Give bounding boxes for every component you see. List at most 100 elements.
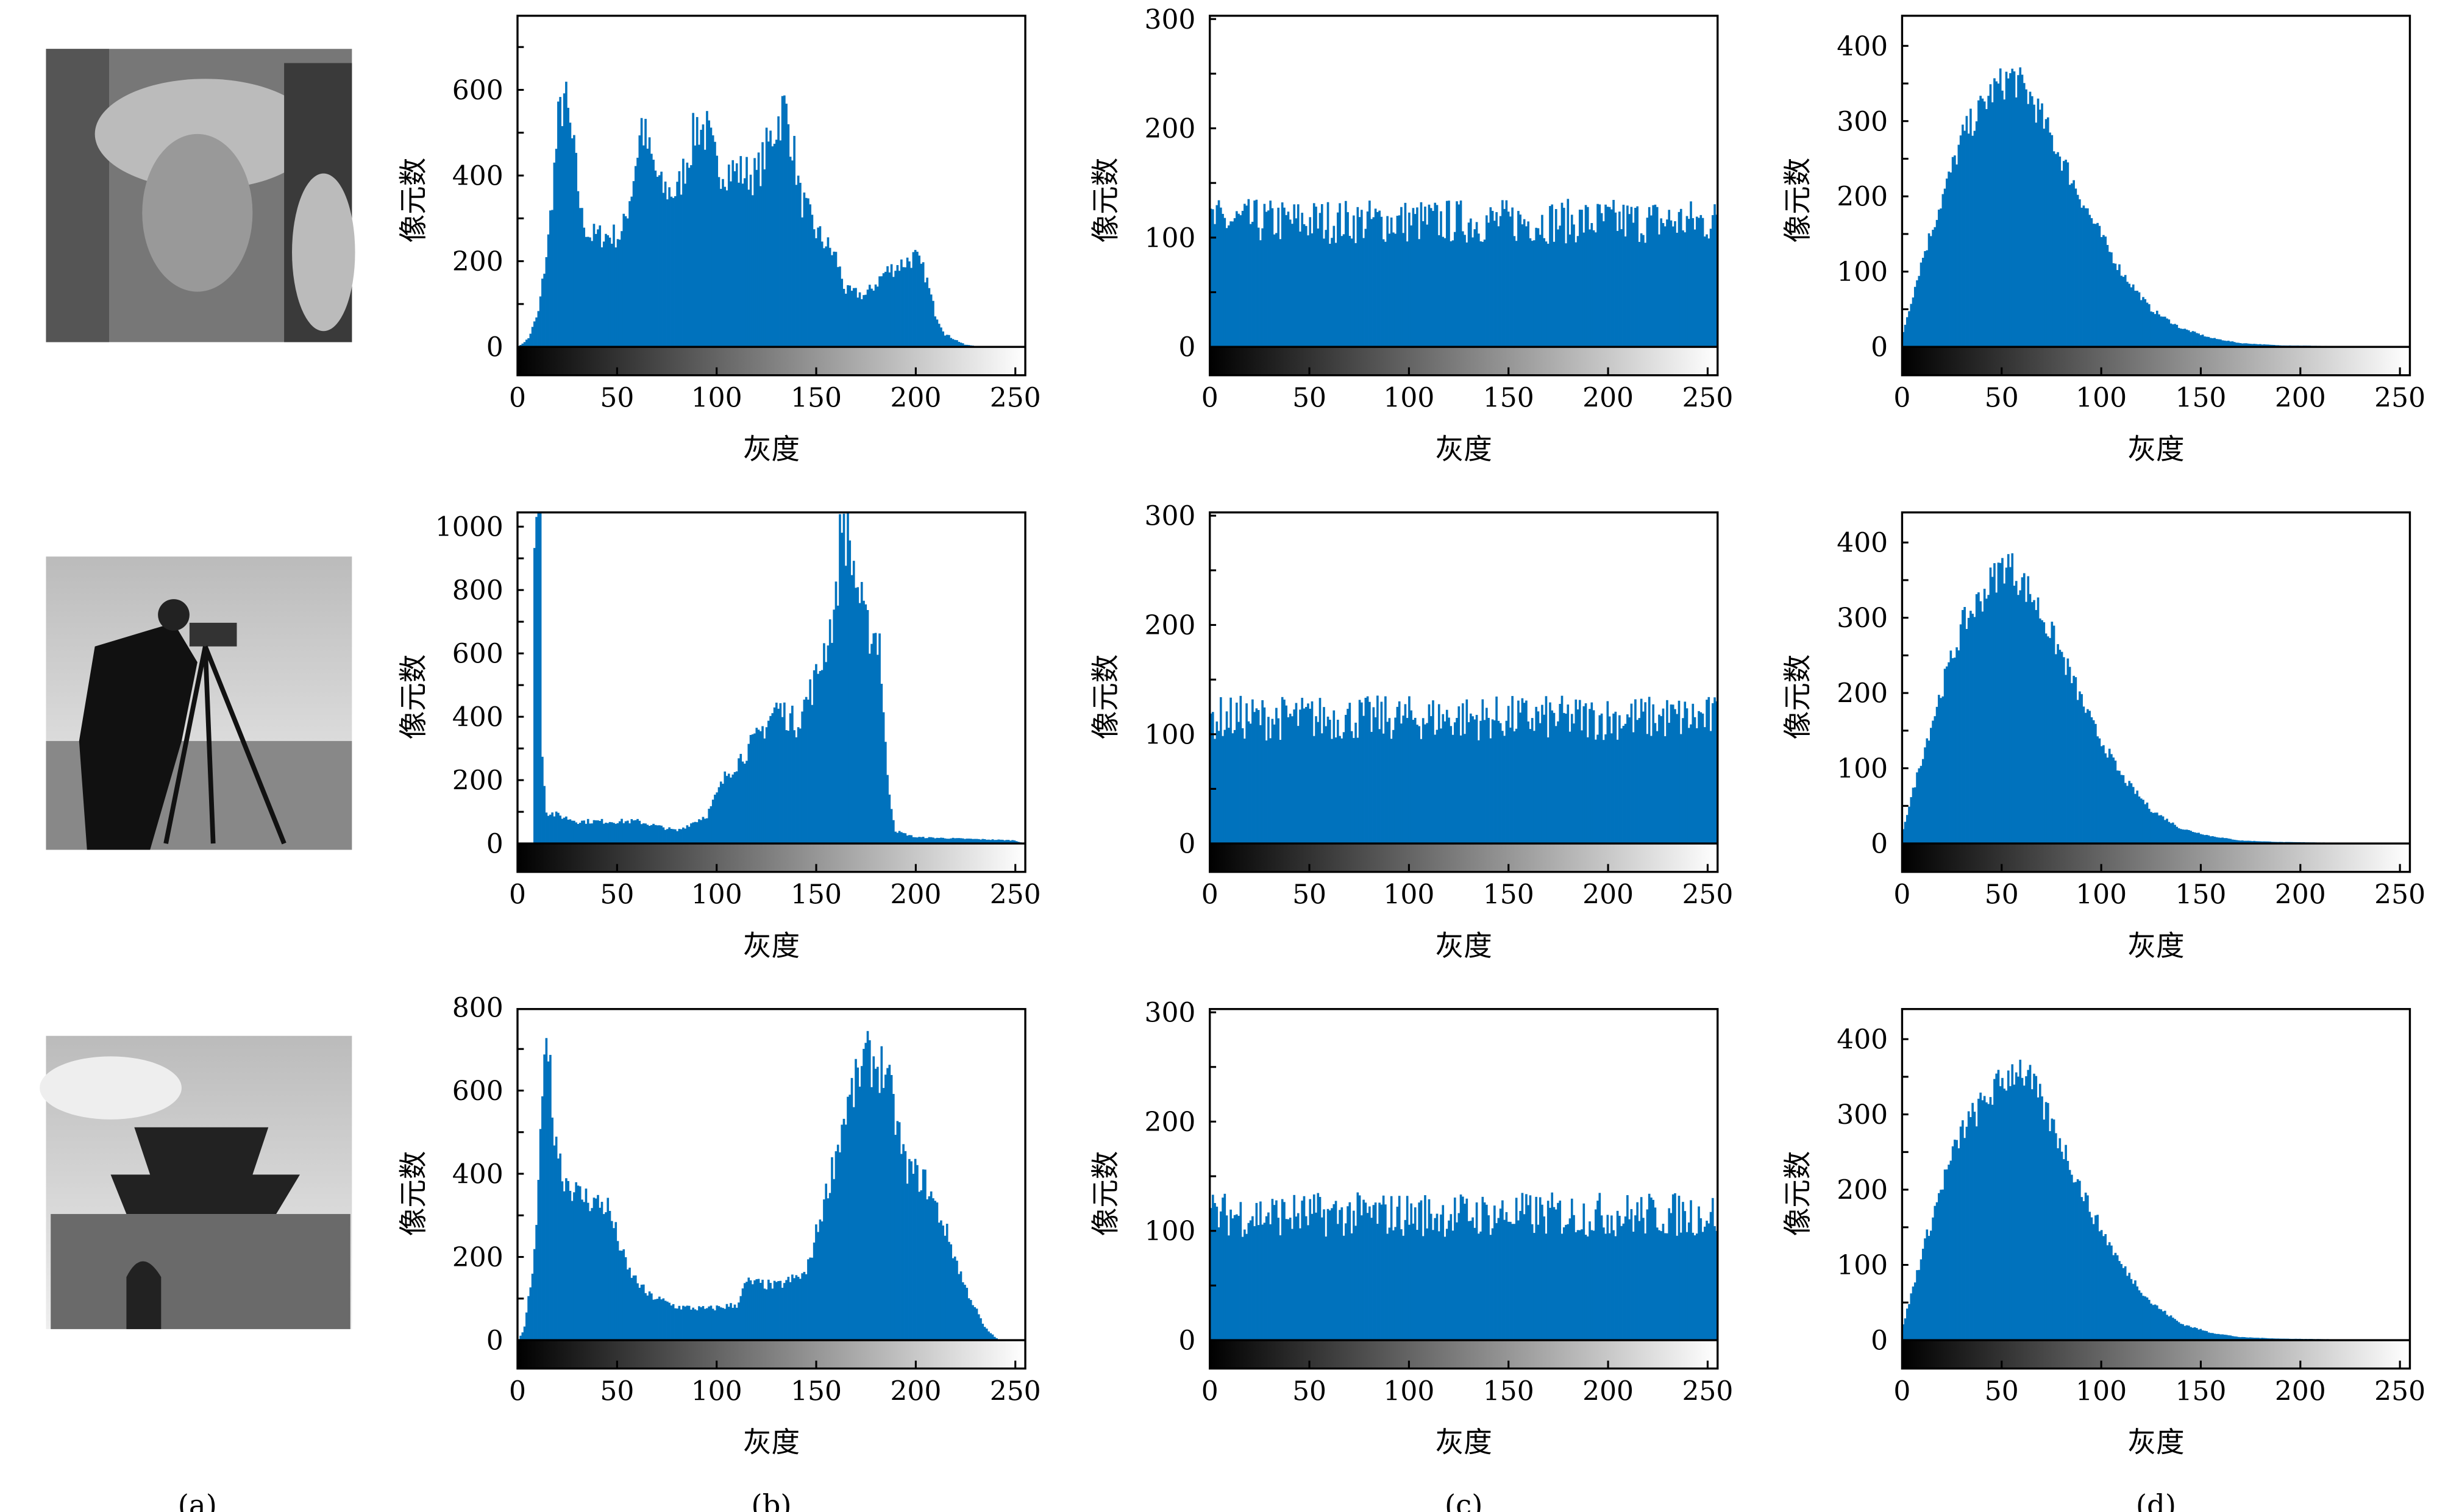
histogram-bar bbox=[811, 1257, 814, 1341]
histogram-bar bbox=[1392, 729, 1395, 844]
histogram-bar bbox=[747, 190, 750, 347]
y-tick-label: 400 bbox=[1837, 31, 1888, 62]
histogram-bar bbox=[1604, 1233, 1607, 1341]
histogram-bar bbox=[868, 653, 871, 844]
histogram-bar bbox=[2253, 1338, 2256, 1341]
histogram-bar bbox=[1913, 787, 1916, 844]
histogram-bar bbox=[912, 837, 915, 844]
x-tick-label: 0 bbox=[1201, 879, 1219, 910]
histogram-bar bbox=[2177, 828, 2180, 844]
x-tick-label: 150 bbox=[1483, 382, 1534, 413]
histogram-bar bbox=[1267, 210, 1270, 347]
histogram-bar bbox=[722, 783, 724, 844]
histogram-bar bbox=[567, 1180, 569, 1341]
histogram-bar bbox=[1995, 81, 1998, 347]
histogram-bar bbox=[2038, 1084, 2041, 1341]
histogram-bar bbox=[2158, 314, 2160, 347]
histogram-bar bbox=[2136, 1286, 2139, 1341]
histogram-bar bbox=[831, 1157, 833, 1341]
histogram-bar bbox=[2100, 1230, 2103, 1341]
histogram-bar bbox=[521, 343, 524, 347]
histogram-bar bbox=[2245, 1337, 2248, 1341]
histogram-bar bbox=[1299, 231, 1301, 347]
histogram-bar bbox=[2237, 840, 2240, 844]
histogram-bar bbox=[1267, 717, 1270, 844]
histogram-bar bbox=[2169, 323, 2172, 347]
histogram-bar bbox=[759, 1283, 762, 1341]
histogram-bar bbox=[1239, 695, 1242, 844]
histogram-bar bbox=[791, 1274, 794, 1341]
histogram-bar bbox=[1654, 204, 1657, 347]
histogram-bar bbox=[1589, 709, 1591, 844]
x-tick-label: 100 bbox=[1383, 879, 1434, 910]
histogram-bar bbox=[1989, 1097, 1992, 1341]
panel-label: (b) bbox=[751, 1489, 791, 1512]
histogram-bar bbox=[817, 1232, 819, 1341]
histogram-bar bbox=[2190, 332, 2192, 347]
histogram-bar bbox=[2160, 1309, 2163, 1341]
histogram-bar bbox=[1404, 1219, 1407, 1341]
histogram-bar bbox=[1650, 215, 1653, 347]
histogram-bar bbox=[656, 825, 659, 844]
histogram-bar bbox=[1239, 1202, 1242, 1341]
histogram-bar bbox=[2043, 1120, 2046, 1341]
histogram-bar bbox=[1600, 1215, 1603, 1341]
histogram-bar bbox=[1339, 1210, 1341, 1341]
histogram-bar bbox=[738, 1302, 740, 1341]
histogram-bar bbox=[1616, 1210, 1619, 1341]
histogram-bar bbox=[1946, 1169, 1948, 1341]
histogram-bar bbox=[658, 175, 661, 347]
histogram-bar bbox=[811, 215, 814, 347]
histogram-bar bbox=[607, 1198, 610, 1341]
histogram-bar bbox=[2080, 207, 2083, 347]
histogram-bar bbox=[1567, 1224, 1570, 1341]
histogram-bar bbox=[735, 1307, 738, 1341]
histogram-bar bbox=[666, 829, 669, 844]
histogram-bar bbox=[690, 165, 692, 347]
histogram-bar bbox=[1640, 1197, 1643, 1341]
x-tick-label: 0 bbox=[509, 879, 526, 910]
histogram-bar bbox=[2122, 277, 2125, 347]
histogram-bar bbox=[1999, 68, 2002, 347]
histogram-bar bbox=[650, 1293, 653, 1341]
histogram-bar bbox=[2227, 341, 2230, 347]
histogram-bar bbox=[2182, 328, 2184, 347]
histogram-bar bbox=[1311, 1213, 1314, 1341]
histogram-bar bbox=[914, 250, 917, 347]
x-tick-label: 250 bbox=[2374, 382, 2425, 413]
histogram-bar bbox=[1962, 1120, 1964, 1341]
histogram-bar bbox=[2219, 339, 2222, 347]
histogram-bar bbox=[2073, 180, 2075, 347]
histogram-bar bbox=[1929, 728, 1932, 844]
histogram-bar bbox=[2130, 1279, 2133, 1341]
histogram-bar bbox=[2007, 78, 2010, 347]
histogram-bar bbox=[1244, 738, 1246, 844]
x-tick-label: 100 bbox=[2076, 382, 2127, 413]
histogram-bar bbox=[886, 266, 889, 347]
histogram-bar bbox=[2155, 1305, 2158, 1341]
x-tick-label: 100 bbox=[691, 382, 742, 413]
histogram-bar bbox=[581, 208, 583, 347]
histogram-bar bbox=[1334, 737, 1337, 844]
histogram-bar bbox=[755, 169, 758, 347]
y-tick-label: 200 bbox=[1144, 610, 1195, 641]
histogram-bar bbox=[2063, 657, 2065, 844]
x-tick-label: 250 bbox=[1682, 1375, 1733, 1407]
y-tick-label: 200 bbox=[1144, 1107, 1195, 1138]
histogram-bar bbox=[904, 1151, 907, 1341]
histogram-bar bbox=[1340, 1207, 1343, 1341]
histogram-bar bbox=[1662, 222, 1665, 347]
histogram-bar bbox=[2037, 597, 2040, 844]
histogram-bar bbox=[1241, 728, 1244, 844]
histogram-bar bbox=[1277, 718, 1279, 844]
histogram-bar bbox=[1912, 787, 1915, 844]
histogram-bar bbox=[896, 1121, 899, 1341]
y-tick-label: 600 bbox=[452, 639, 503, 670]
histogram-bar bbox=[950, 338, 953, 347]
histogram-bar bbox=[2130, 287, 2133, 347]
histogram-bar bbox=[1951, 658, 1954, 844]
histogram-bar bbox=[1636, 206, 1639, 347]
histogram-bar bbox=[1946, 178, 1948, 347]
histogram-bar bbox=[1541, 705, 1543, 844]
histogram-bar bbox=[991, 1334, 994, 1341]
